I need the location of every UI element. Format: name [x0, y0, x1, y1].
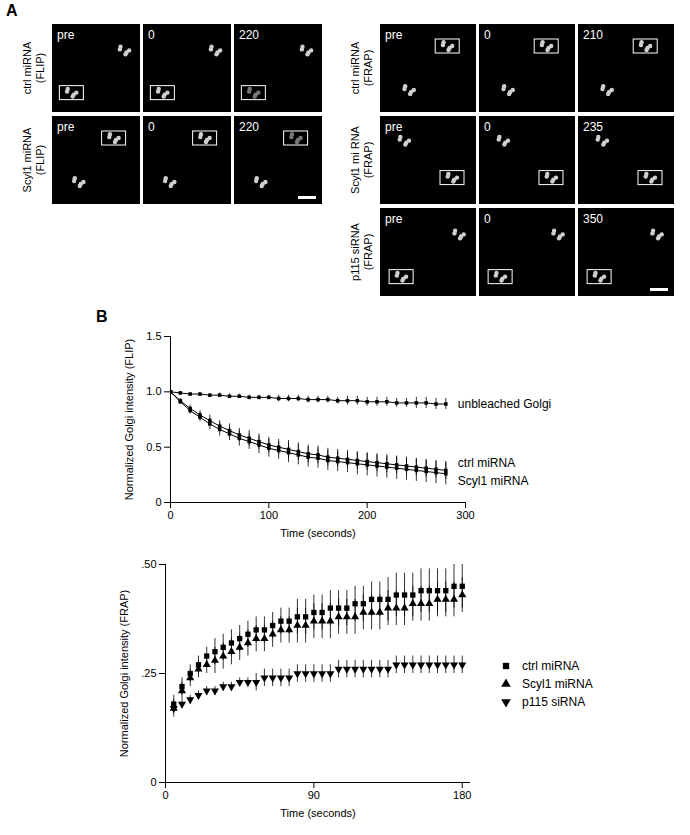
svg-text:0: 0 — [484, 212, 491, 226]
svg-text:90: 90 — [308, 789, 320, 801]
svg-text:100: 100 — [260, 509, 278, 521]
svg-text:unbleached Golgi: unbleached Golgi — [458, 397, 551, 411]
svg-text:1.0: 1.0 — [146, 385, 161, 397]
html-text:p115 siRNA: p115 siRNA — [522, 695, 586, 709]
svg-text:0: 0 — [148, 28, 155, 42]
html-text:Scyl1 miRNA: Scyl1 miRNA — [522, 677, 593, 691]
svg-text:0: 0 — [150, 776, 156, 788]
svg-text:p115 siRNA: p115 siRNA — [349, 222, 361, 281]
svg-text:pre: pre — [385, 120, 403, 134]
svg-text:Normalized Golgi intensity (FR: Normalized Golgi intensity (FRAP) — [118, 590, 130, 758]
svg-text:180: 180 — [453, 789, 471, 801]
svg-text:0.5: 0.5 — [146, 441, 161, 453]
svg-text:A: A — [6, 2, 18, 19]
html-text:ctrl miRNA: ctrl miRNA — [522, 659, 580, 673]
svg-text:Normalized Golgi intensity (FL: Normalized Golgi intensity (FLIP) — [123, 339, 135, 500]
svg-text:210: 210 — [583, 28, 603, 42]
svg-text:.50: .50 — [141, 558, 156, 570]
svg-text:(FLIP): (FLIP) — [34, 145, 46, 176]
svg-text:Scyl1 mi RNA: Scyl1 mi RNA — [349, 125, 361, 194]
svg-text:0: 0 — [155, 496, 161, 508]
svg-text:ctrl miRNA: ctrl miRNA — [458, 456, 515, 470]
svg-text:(FRAP): (FRAP) — [362, 142, 374, 179]
svg-text:ctrl miRNA: ctrl miRNA — [21, 41, 33, 94]
svg-text:235: 235 — [583, 120, 603, 134]
svg-text:220: 220 — [239, 28, 259, 42]
svg-text:ctrl miRNA: ctrl miRNA — [349, 41, 361, 94]
svg-text:0: 0 — [484, 120, 491, 134]
svg-text:300: 300 — [456, 509, 474, 521]
svg-text:Time (seconds): Time (seconds) — [280, 807, 355, 819]
svg-text:220: 220 — [239, 120, 259, 134]
svg-text:0: 0 — [162, 789, 168, 801]
svg-text:1.5: 1.5 — [146, 330, 161, 342]
svg-text:pre: pre — [385, 28, 403, 42]
svg-text:Time (seconds): Time (seconds) — [280, 527, 355, 539]
svg-text:pre: pre — [385, 212, 403, 226]
svg-text:350: 350 — [583, 212, 603, 226]
svg-text:200: 200 — [358, 509, 376, 521]
svg-text:pre: pre — [57, 28, 75, 42]
svg-text:.25: .25 — [141, 667, 156, 679]
svg-text:0: 0 — [148, 120, 155, 134]
svg-text:Scyl1 miRNA: Scyl1 miRNA — [21, 127, 33, 192]
svg-text:(FLIP): (FLIP) — [34, 53, 46, 84]
svg-text:pre: pre — [57, 120, 75, 134]
html-text:B: B — [96, 308, 108, 325]
svg-text:Scyl1 miRNA: Scyl1 miRNA — [458, 474, 529, 488]
svg-text:(FRAP): (FRAP) — [362, 50, 374, 87]
svg-text:0: 0 — [484, 28, 491, 42]
svg-text:(FRAP): (FRAP) — [362, 234, 374, 271]
svg-text:0: 0 — [167, 509, 173, 521]
